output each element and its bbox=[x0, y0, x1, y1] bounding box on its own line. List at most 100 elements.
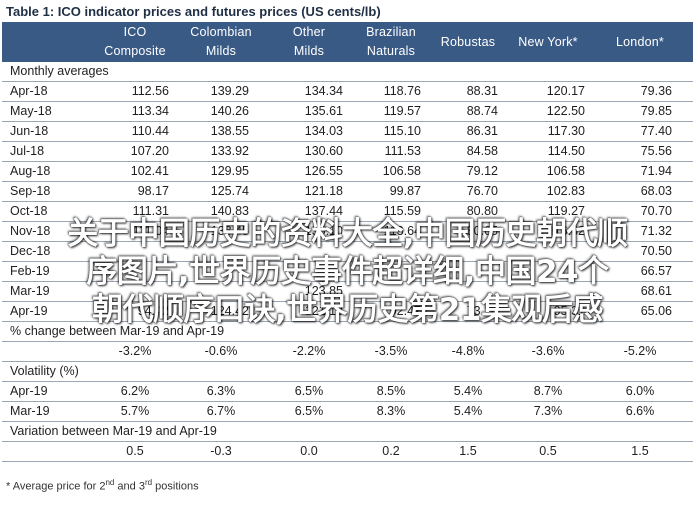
table-cell: 6.5% bbox=[294, 404, 324, 418]
table-cell: 6.5% bbox=[294, 384, 324, 398]
table-cell: 121.13 bbox=[304, 304, 343, 318]
column-header-line1: ICO bbox=[123, 25, 147, 39]
table-cell: 122.50 bbox=[546, 104, 585, 118]
footnote-sup-nd: nd bbox=[105, 478, 115, 487]
table-cell: 79.85 bbox=[640, 104, 672, 118]
table-cell: -3.6% bbox=[531, 344, 565, 358]
table-cell: 129.95 bbox=[210, 164, 249, 178]
table-cell: 119.27 bbox=[547, 204, 585, 218]
table-cell: 71.94 bbox=[640, 164, 672, 178]
table-row: Apr-19 6.2% 6.3% 6.5% 8.5% 5.4% 8.7% 6.0% bbox=[2, 382, 693, 402]
column-header-line1: Other bbox=[292, 25, 326, 39]
table-row: Nov-18 111.04 138.45 135.10 113.64 80.65 116.6… bbox=[2, 222, 693, 242]
table-cell: 113.64 bbox=[383, 224, 421, 238]
table-cell: 114.50 bbox=[547, 144, 585, 158]
table-header: ICO Composite Colombian Milds Other Milds Braz… bbox=[2, 22, 693, 62]
table-cell: 123.85 bbox=[304, 284, 343, 298]
table-cell: 8.5% bbox=[376, 384, 406, 398]
column-header-4: Brazilian Naturals bbox=[346, 22, 436, 62]
column-header-3: Other Milds bbox=[264, 22, 354, 62]
table-cell: 6.2% bbox=[120, 384, 150, 398]
table-cell: 116.62 bbox=[547, 224, 585, 238]
table-cell: 79.36 bbox=[640, 84, 672, 98]
table-row: Mar-19 5.7% 6.7% 6.5% 8.3% 5.4% 7.3% 6.6% bbox=[2, 402, 693, 422]
row-label: Aug-18 bbox=[10, 164, 51, 178]
column-header-line2: London* bbox=[616, 34, 664, 49]
table-row: May-18 113.34 140.26 135.61 119.57 88.74 122.5… bbox=[2, 102, 693, 122]
table-cell: 6.7% bbox=[206, 404, 236, 418]
table-cell: 6.6% bbox=[625, 404, 655, 418]
table-cell: 0.2 bbox=[382, 444, 400, 458]
table-cell: 138.55 bbox=[210, 124, 249, 138]
table-cell: 6.3% bbox=[206, 384, 236, 398]
row-label: Apr-19 bbox=[10, 384, 48, 398]
table-cell: 135.10 bbox=[304, 224, 343, 238]
table-cell: 92.47 bbox=[389, 304, 421, 318]
section-label: % change between Mar-19 and Apr-19 bbox=[10, 324, 225, 338]
table-cell: 140.26 bbox=[210, 104, 249, 118]
row-label: Sep-18 bbox=[10, 184, 51, 198]
table-cell: 125.74 bbox=[210, 184, 249, 198]
table-cell: 70.50 bbox=[640, 244, 672, 258]
table-cell: 107.20 bbox=[130, 144, 169, 158]
table-row: Jul-18 107.20 133.92 130.60 111.53 84.58 114.5… bbox=[2, 142, 693, 162]
row-label: Feb-19 bbox=[10, 264, 50, 278]
table-cell: 99.87 bbox=[389, 184, 421, 198]
table-cell: 7.3% bbox=[533, 404, 563, 418]
row-label: Nov-18 bbox=[10, 224, 51, 238]
table-cell: 5.7% bbox=[120, 404, 150, 418]
row-label: May-18 bbox=[10, 104, 52, 118]
footnote-mid: and 3 bbox=[114, 480, 145, 493]
table-cell: 102.83 bbox=[546, 184, 585, 198]
table-cell: 5.4% bbox=[453, 384, 483, 398]
row-label: Jul-18 bbox=[10, 144, 45, 158]
section-label: Volatility (%) bbox=[10, 364, 79, 378]
table-cell: 126.55 bbox=[304, 164, 343, 178]
table-cell: -3.5% bbox=[374, 344, 408, 358]
table-row: Feb-19 66.57 bbox=[2, 262, 693, 282]
table-cell: 113.34 bbox=[131, 104, 169, 118]
table-cell: 88.31 bbox=[466, 84, 498, 98]
table-cell: 68.61 bbox=[640, 284, 672, 298]
table-cell: 112.56 bbox=[131, 84, 169, 98]
column-header-line2: Naturals bbox=[366, 44, 416, 58]
section-header-row: Monthly averages bbox=[2, 62, 693, 82]
table-cell: -5.2% bbox=[623, 344, 657, 358]
table-row: -3.2% -0.6% -2.2% -3.5% -4.8% -3.6% -5.2% bbox=[2, 342, 693, 362]
table-cell: -0.3 bbox=[210, 444, 232, 458]
table-cell: 106.58 bbox=[382, 164, 421, 178]
row-label: Jun-18 bbox=[10, 124, 49, 138]
footnote-prefix: * Average price for 2 bbox=[6, 480, 106, 493]
section-label: Monthly averages bbox=[10, 64, 109, 78]
column-header-2: Colombian Milds bbox=[176, 22, 266, 62]
table-cell: 124.42 bbox=[210, 304, 249, 318]
section-label: Variation between Mar-19 and Apr-19 bbox=[10, 424, 217, 438]
table-cell: 73.28 bbox=[466, 304, 498, 318]
table-cell: 140.83 bbox=[210, 204, 249, 218]
footnote-sup-rd: rd bbox=[144, 478, 153, 487]
column-header-line2: Milds bbox=[293, 44, 325, 58]
table-cell: 138.45 bbox=[210, 224, 249, 238]
table-cell: 111.04 bbox=[132, 224, 169, 238]
table-cell: -0.6% bbox=[204, 344, 238, 358]
table-row: Sep-18 98.17 125.74 121.18 99.87 76.70 102.83 6… bbox=[2, 182, 693, 202]
table-cell: 130.60 bbox=[304, 144, 343, 158]
table-cell: 120.17 bbox=[546, 84, 585, 98]
table-cell: 71.32 bbox=[640, 224, 672, 238]
table-cell: 110.44 bbox=[131, 124, 169, 138]
table-cell: 84.58 bbox=[466, 144, 498, 158]
row-label: Oct-18 bbox=[10, 204, 48, 218]
column-header-7: London* bbox=[595, 22, 685, 62]
row-label: Apr-19 bbox=[10, 304, 48, 318]
table-cell: 88.74 bbox=[466, 104, 498, 118]
table-cell: 134.34 bbox=[304, 84, 343, 98]
overlay-caption-line-2: 序图片,世界历史事件超详细,中国24个 bbox=[86, 254, 609, 290]
table-cell: 6.0% bbox=[625, 384, 655, 398]
column-header-5: Robustas bbox=[423, 22, 513, 62]
section-header-row: Variation between Mar-19 and Apr-19 bbox=[2, 422, 693, 442]
column-header-line2: New York* bbox=[518, 34, 578, 49]
table-cell: 115.10 bbox=[383, 124, 421, 138]
table-cell: 79.12 bbox=[466, 164, 498, 178]
column-header-line2: Robustas bbox=[440, 34, 496, 49]
table-cell: 118.76 bbox=[383, 84, 421, 98]
